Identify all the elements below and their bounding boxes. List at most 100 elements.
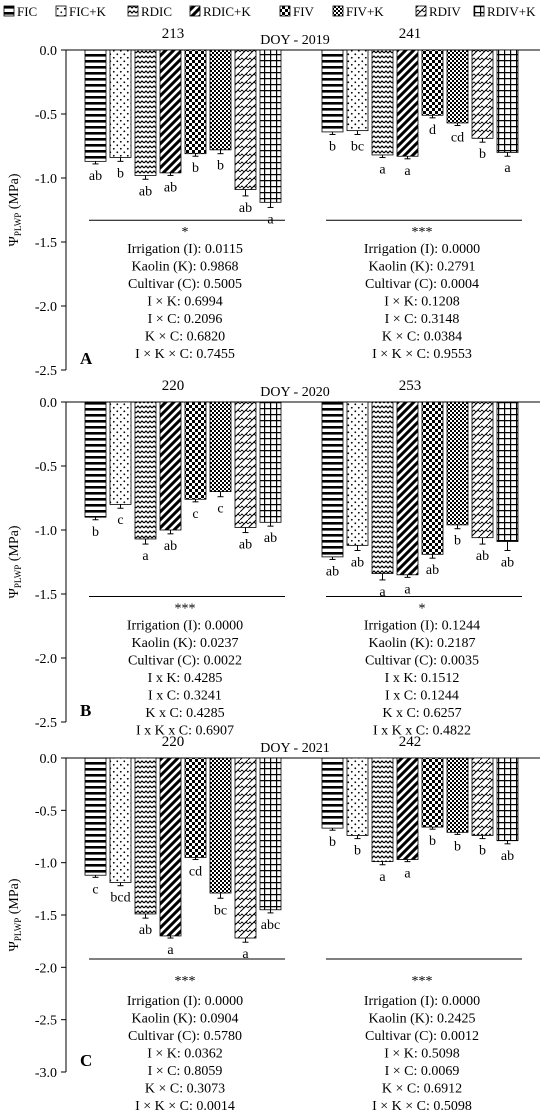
bar-fic-plus-k xyxy=(346,401,369,546)
anova-stat: I x K x C: 0.4822 xyxy=(373,724,471,739)
group-significance: * xyxy=(419,602,426,617)
y-tick-label: -0.5 xyxy=(35,108,57,123)
panel-label: C xyxy=(80,1051,92,1070)
anova-stat: I x K: 0.4285 xyxy=(148,671,223,686)
bar-fiv-plus-k xyxy=(446,401,469,526)
bar-fiv xyxy=(184,757,207,858)
anova-stat: I x C: 0.1244 xyxy=(385,689,459,704)
significance-letter: ab xyxy=(501,555,514,570)
significance-letter: ab xyxy=(139,184,152,199)
group-significance: *** xyxy=(412,225,433,240)
significance-letter: b xyxy=(329,139,336,154)
bar-rdiv xyxy=(471,757,494,836)
anova-stat: Cultivar (C): 0.0004 xyxy=(365,277,479,292)
panel-label: A xyxy=(80,349,93,368)
group-significance: *** xyxy=(412,974,433,989)
anova-stat: Irrigation (I): 0.0000 xyxy=(364,994,480,1009)
y-tick-label: 0.0 xyxy=(40,396,58,411)
bar-fiv-plus-k xyxy=(446,49,469,124)
bar-rdiv xyxy=(234,757,257,939)
bar-rdiv xyxy=(471,401,494,539)
legend-label-0: FIC xyxy=(17,4,37,19)
anova-stat: Kaolin (K): 0.2425 xyxy=(369,1011,476,1026)
legend-swatch-4 xyxy=(279,5,291,17)
significance-letter: c xyxy=(117,513,123,528)
significance-letter: b xyxy=(354,844,361,859)
bar-fic-plus-k xyxy=(109,49,132,158)
significance-letter: b xyxy=(454,534,461,549)
bar-rdic xyxy=(371,401,394,574)
anova-stat: Irrigation (I): 0.0115 xyxy=(127,242,243,257)
y-tick-label: 0.0 xyxy=(40,752,58,767)
significance-letter: cd xyxy=(189,865,202,880)
anova-stat: I × C: 0.8059 xyxy=(148,1064,223,1079)
legend-swatch-2 xyxy=(127,5,139,17)
significance-letter: c xyxy=(192,507,198,522)
bar-fic-plus-k xyxy=(346,49,369,132)
anova-stat: K × C: 0.6912 xyxy=(382,1081,462,1096)
bar-fiv-plus-k xyxy=(446,757,469,833)
legend-label-7: RDIV+K xyxy=(487,4,536,19)
significance-letter: a xyxy=(379,870,386,885)
anova-stat: K x C: 0.4285 xyxy=(145,706,224,721)
legend-swatch-7 xyxy=(473,5,485,17)
bar-rdic xyxy=(134,49,157,176)
group-doy: 242 xyxy=(399,734,422,750)
anova-stat: I × K: 0.5098 xyxy=(384,1046,460,1061)
bar-rdic-plus-k xyxy=(396,401,419,576)
bar-rdic xyxy=(134,757,157,915)
bar-fic xyxy=(321,757,344,829)
legend-swatch-5 xyxy=(332,5,344,17)
bar-rdic xyxy=(371,49,394,156)
bar-rdic-plus-k xyxy=(159,757,182,937)
significance-letter: ab xyxy=(89,169,102,184)
anova-stat: Irrigation (I): 0.1244 xyxy=(364,619,480,634)
anova-stat: Irrigation (I): 0.0000 xyxy=(364,242,480,257)
anova-stat: Kaolin (K): 0.0237 xyxy=(132,636,239,651)
bar-fiv-plus-k xyxy=(209,757,232,894)
group-doy: 241 xyxy=(399,26,422,42)
significance-letter: b xyxy=(429,834,436,849)
bar-fic xyxy=(321,49,344,133)
significance-letter: a xyxy=(404,867,411,882)
anova-stat: I x K: 0.1512 xyxy=(385,671,460,686)
bar-fiv xyxy=(421,757,444,828)
bar-fiv xyxy=(421,401,444,555)
panel-label: B xyxy=(80,701,91,720)
bar-rdiv xyxy=(471,49,494,139)
significance-letter: a xyxy=(167,943,174,958)
panel-b: 0.0 -0.5 -1.0 -1.5 -2.0 -2.5 ΨPLWP (MPa) B DOY -… xyxy=(7,378,540,739)
significance-letter: ab xyxy=(139,923,152,938)
y-tick-label: -1.0 xyxy=(35,857,57,872)
bar-rdic-plus-k xyxy=(159,401,182,531)
bar-rdic-plus-k xyxy=(396,757,419,860)
legend-swatch-1 xyxy=(55,5,67,17)
significance-letter: b xyxy=(479,147,486,162)
group-doy: 213 xyxy=(162,26,185,42)
anova-stat: I × K × C: 0.9553 xyxy=(372,347,472,362)
bar-rdiv-plus-k xyxy=(496,401,519,542)
panel-a: 0.0 -0.5 -1.0 -1.5 -2.0 -2.5 ΨPLWP (MPa) A DOY -… xyxy=(7,26,540,379)
legend: FIC FIC+K RDIC RDIC+K FIV FIV+K RDIV RDIV+K xyxy=(3,4,536,19)
bar-rdiv-plus-k xyxy=(259,401,282,523)
y-tick-label: -2.0 xyxy=(35,652,57,667)
bar-rdic-plus-k xyxy=(159,49,182,174)
y-tick-label: -2.5 xyxy=(35,716,57,731)
bar-rdic xyxy=(371,757,394,863)
bar-fiv xyxy=(184,49,207,155)
significance-letter: a xyxy=(404,164,411,179)
anova-stat: Cultivar (C): 0.0012 xyxy=(365,1029,479,1044)
significance-letter: ab xyxy=(264,531,277,546)
y-tick-label: 0.0 xyxy=(40,44,58,59)
anova-stat: Cultivar (C): 0.5780 xyxy=(128,1029,242,1044)
significance-letter: a xyxy=(379,163,386,178)
y-tick-label: -2.0 xyxy=(35,300,57,315)
y-axis-label: ΨPLWP (MPa) xyxy=(7,878,23,951)
legend-label-1: FIC+K xyxy=(69,4,107,19)
y-tick-label: -1.0 xyxy=(35,172,57,187)
anova-stat: Irrigation (I): 0.0000 xyxy=(127,994,243,1009)
anova-stat: Cultivar (C): 0.0022 xyxy=(128,654,242,669)
group-significance: *** xyxy=(175,602,196,617)
y-tick-label: -0.5 xyxy=(35,460,57,475)
